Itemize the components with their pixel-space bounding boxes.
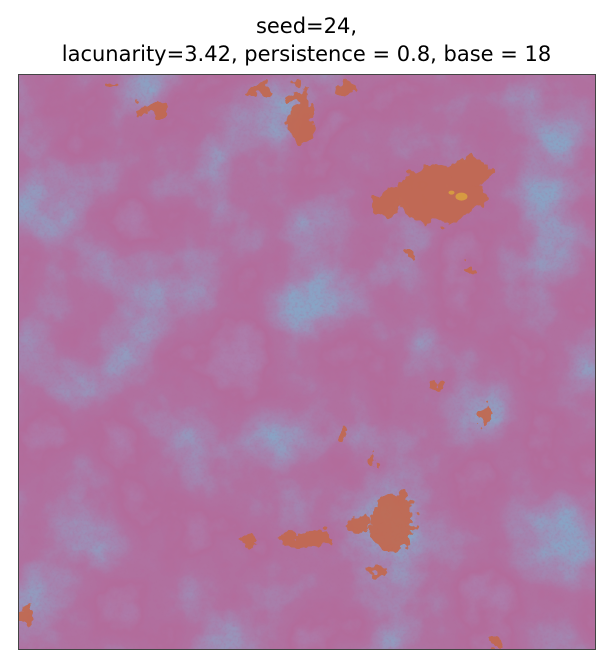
noise-image	[18, 74, 596, 650]
noise-speckle	[19, 75, 595, 649]
figure-title-line-2: lacunarity=3.42, persistence = 0.8, base…	[61, 42, 552, 66]
figure-title-line-1: seed=24,	[255, 14, 358, 38]
high-value-patches	[20, 77, 506, 649]
peak-value-spots	[448, 190, 468, 201]
noise-map-svg	[19, 75, 595, 649]
